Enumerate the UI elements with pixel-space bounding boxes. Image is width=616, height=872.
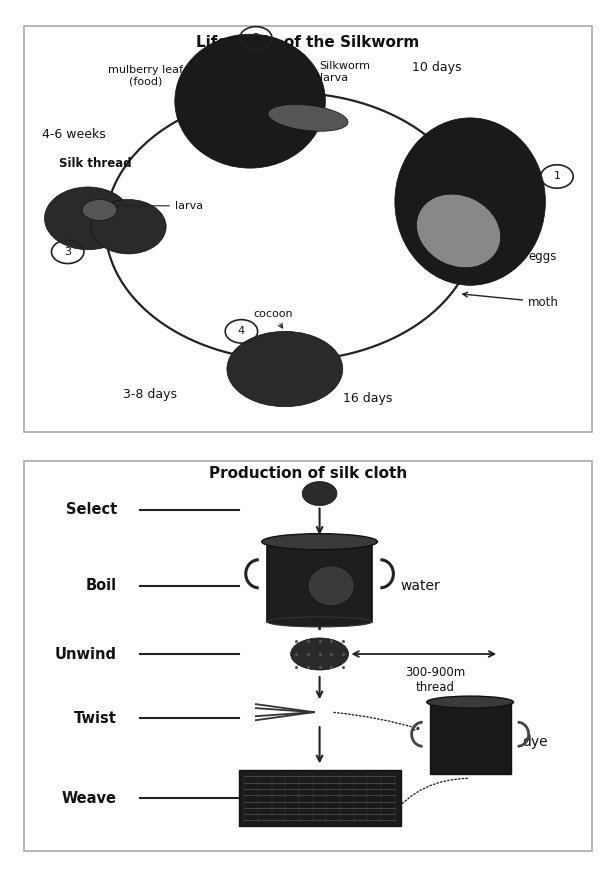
Ellipse shape (416, 194, 501, 268)
Text: Silk thread: Silk thread (59, 158, 132, 170)
Bar (429, 702, 511, 774)
Text: Unwind: Unwind (55, 646, 117, 662)
Ellipse shape (227, 331, 342, 406)
Text: moth: moth (463, 292, 559, 309)
Text: 16 days: 16 days (342, 392, 392, 405)
Text: 2: 2 (253, 33, 259, 44)
FancyBboxPatch shape (24, 26, 592, 432)
Text: Life Cycle of the Silkworm: Life Cycle of the Silkworm (197, 35, 419, 50)
Bar (267, 542, 371, 622)
Ellipse shape (268, 105, 348, 132)
Text: 4-6 weeks: 4-6 weeks (42, 128, 105, 141)
Ellipse shape (395, 118, 545, 285)
FancyBboxPatch shape (24, 461, 592, 850)
Text: dye: dye (522, 735, 548, 749)
Text: Production of silk cloth: Production of silk cloth (209, 466, 407, 481)
Text: 1: 1 (554, 172, 561, 181)
Text: 300-900m
thread: 300-900m thread (405, 666, 466, 694)
Ellipse shape (262, 534, 378, 549)
Text: mulberry leaf
(food): mulberry leaf (food) (108, 65, 184, 87)
Ellipse shape (44, 187, 131, 249)
Text: Select: Select (66, 502, 117, 517)
Text: Twist: Twist (74, 711, 117, 726)
Bar (238, 770, 400, 827)
Text: cocoon: cocoon (253, 309, 293, 328)
Ellipse shape (427, 696, 514, 708)
Text: 3-8 days: 3-8 days (123, 388, 177, 400)
Text: Weave: Weave (62, 791, 117, 806)
Text: larva: larva (115, 201, 203, 211)
Ellipse shape (91, 200, 166, 254)
Ellipse shape (308, 566, 354, 606)
Text: Boil: Boil (86, 578, 117, 593)
Ellipse shape (302, 481, 337, 506)
Ellipse shape (267, 617, 371, 627)
Ellipse shape (82, 200, 117, 221)
Text: 4: 4 (238, 326, 245, 337)
Text: 3: 3 (64, 247, 71, 257)
Ellipse shape (175, 34, 325, 168)
Text: water: water (400, 579, 440, 593)
Text: Silkworm
larva: Silkworm larva (320, 61, 371, 83)
Text: eggs: eggs (528, 249, 556, 262)
Text: 10 days: 10 days (412, 61, 462, 74)
Ellipse shape (291, 638, 349, 670)
